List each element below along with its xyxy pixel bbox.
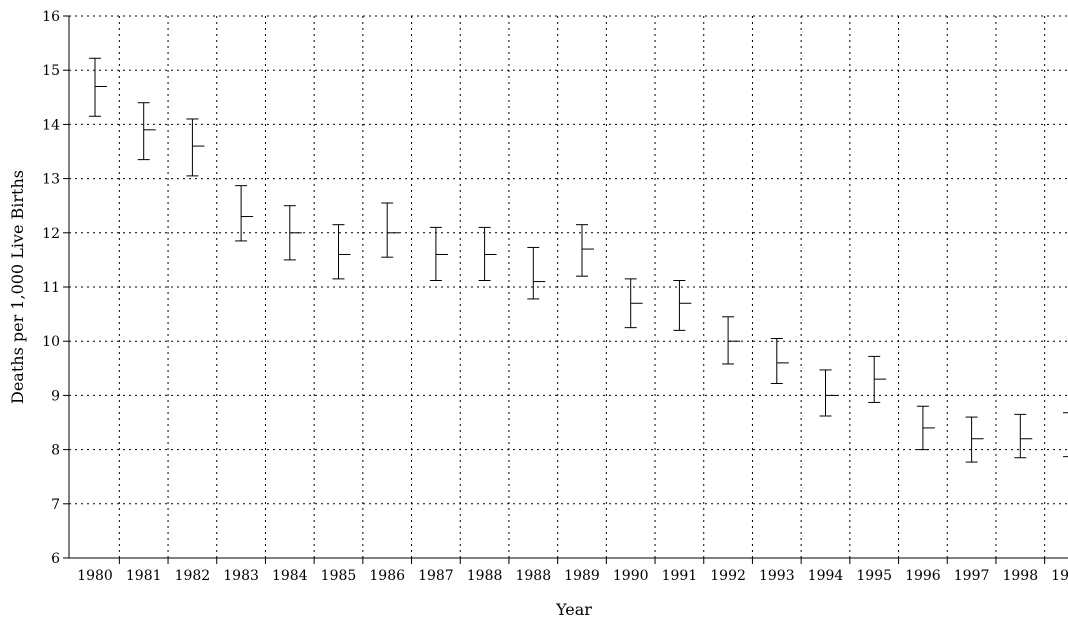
- x-tick-label: 1995: [856, 568, 892, 584]
- y-tick-label: 12: [42, 226, 60, 242]
- error-bar: [1063, 412, 1068, 458]
- x-tick-label: 1986: [369, 568, 405, 584]
- x-axis-title: Year: [555, 600, 592, 619]
- error-bar: [673, 279, 692, 331]
- error-bar: [1014, 413, 1033, 459]
- grid-layer: [69, 15, 1068, 558]
- error-bar: [137, 102, 156, 161]
- error-bar: [283, 205, 302, 261]
- axis-layer: [63, 15, 1068, 564]
- y-tick-label: 14: [42, 117, 60, 133]
- x-tick-label: 1999: [1051, 568, 1068, 584]
- error-bar: [235, 185, 254, 242]
- x-tick-label: 1980: [77, 568, 113, 584]
- error-bar: [576, 224, 594, 277]
- y-tick-label: 13: [42, 172, 60, 188]
- x-tick-label: 1991: [662, 568, 698, 584]
- x-tick-label: 1989: [564, 568, 600, 584]
- y-tick-label: 15: [42, 63, 60, 79]
- x-tick-label: 1982: [175, 568, 211, 584]
- error-bar: [868, 355, 887, 403]
- x-tick-label: 1993: [759, 568, 795, 584]
- x-tick-label: 1997: [954, 568, 990, 584]
- y-tick-label: 9: [51, 388, 60, 404]
- error-bar: [916, 405, 935, 451]
- y-tick-label: 6: [51, 551, 60, 567]
- x-tick-label: 1996: [905, 568, 941, 584]
- x-tick-label: 1988: [515, 568, 551, 584]
- y-tick-label: 10: [42, 334, 60, 350]
- error-bar: [332, 224, 351, 280]
- error-bar: [89, 57, 107, 117]
- y-tick-label: 11: [42, 280, 60, 296]
- error-bar: [624, 278, 643, 329]
- y-axis-title: Deaths per 1,000 Live Births: [8, 170, 27, 404]
- tick-labels: 6 7 8 9 10 11 12 13 14 15 16 1980 1981 1982 1983 1984 19…: [42, 9, 1068, 584]
- x-tick-label: 1988: [467, 568, 503, 584]
- error-bar: [186, 118, 205, 177]
- x-tick-label: 1998: [1002, 568, 1038, 584]
- error-bar: [429, 226, 448, 281]
- y-tick-label: 16: [42, 9, 60, 25]
- error-bar: [381, 202, 400, 258]
- error-bar: [527, 246, 546, 300]
- error-bar: [722, 316, 741, 365]
- error-bars: [89, 57, 1068, 463]
- x-tick-label: 1985: [321, 568, 357, 584]
- error-bar: [478, 226, 497, 281]
- error-bar: [770, 337, 789, 384]
- x-tick-label: 1983: [223, 568, 259, 584]
- x-tick-label: 1987: [418, 568, 454, 584]
- error-bar: [819, 369, 838, 417]
- error-bar: [965, 416, 984, 463]
- y-tick-label: 8: [51, 443, 60, 459]
- x-tick-label: 1992: [710, 568, 746, 584]
- x-tick-label: 1990: [613, 568, 649, 584]
- x-tick-label: 1994: [808, 568, 844, 584]
- y-tick-label: 7: [51, 497, 60, 513]
- x-tick-label: 1981: [126, 568, 162, 584]
- x-tick-label: 1984: [272, 568, 308, 584]
